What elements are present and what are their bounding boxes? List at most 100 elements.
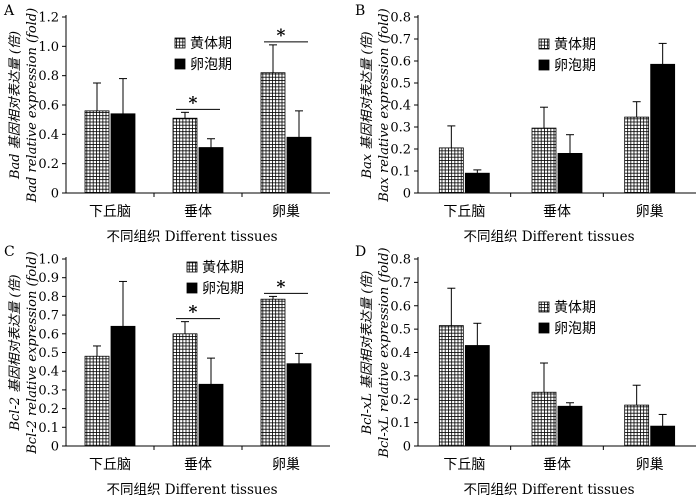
y-tick-label: 0 [403, 440, 411, 455]
y-tick-label: 0.2 [390, 393, 411, 408]
y-tick-label: 0.8 [38, 290, 59, 305]
bar-follicular-3 [286, 363, 312, 447]
x-tick-label: 下丘脑 [443, 204, 485, 220]
y-tick-label: 0.5 [390, 323, 411, 338]
bar-luteal-1 [438, 147, 464, 194]
x-tick-label: 垂体 [543, 457, 571, 473]
panel-c: C 0 0.1 0.2 0.3 0.4 0.5 0.6 0.7 0.8 0.9 1.0 下丘脑 垂体 卵巢不… [4, 244, 330, 495]
legend-label-luteal: 黄体期 [554, 299, 596, 316]
y-tick-label: 0.4 [390, 99, 411, 114]
y-tick-label: 0.2 [390, 143, 411, 158]
legend-swatch-follicular [538, 322, 550, 334]
legend-swatch-luteal [538, 301, 550, 313]
x-axis-title: 不同组织 Different tissues [463, 482, 634, 495]
y-axis-title-cn: Bad 基因相对表达量 (倍) [7, 31, 23, 180]
bar-follicular-2 [198, 383, 224, 447]
y-tick-label: 1.2 [38, 11, 59, 26]
x-tick-label: 卵巢 [272, 457, 300, 473]
y-tick-label: 0.9 [38, 271, 59, 286]
y-tick-label: 0.3 [390, 369, 411, 384]
x-tick-label: 卵巢 [272, 204, 300, 220]
x-tick-label: 下丘脑 [89, 204, 131, 220]
bar-luteal-1 [84, 110, 110, 194]
y-tick-label: 1.0 [38, 253, 59, 268]
significance-marker: * [277, 26, 286, 46]
bar-luteal-2 [172, 333, 198, 447]
bar-luteal-3 [260, 72, 286, 194]
legend-swatch-luteal [538, 38, 550, 50]
panel-label: D [355, 244, 366, 260]
legend-label-follicular: 卵泡期 [554, 58, 596, 74]
bar-follicular-2 [198, 147, 224, 194]
bar-luteal-1 [438, 325, 464, 447]
y-tick-label: 0.6 [38, 99, 59, 114]
bar-follicular-1 [464, 172, 490, 194]
y-axis-title-en: Bcl-2 relative expression (fold) [25, 251, 40, 455]
y-axis-title-cn: Bax 基因相对表达量 (倍) [359, 31, 375, 179]
significance-marker: * [189, 303, 198, 323]
x-tick-label: 下丘脑 [89, 457, 131, 473]
legend-swatch-follicular [538, 59, 550, 71]
legend-label-luteal: 黄体期 [202, 259, 244, 276]
bar-follicular-3 [650, 425, 676, 447]
y-axis-title-cn: Bcl-xL 基因相对表达量 (倍) [359, 271, 375, 436]
panel-label: C [4, 244, 15, 260]
y-tick-label: 0 [403, 187, 411, 202]
legend-swatch-follicular [174, 58, 186, 70]
y-tick-label: 0 [51, 440, 59, 455]
bar-luteal-2 [531, 391, 557, 447]
bar-follicular-1 [110, 325, 136, 447]
x-axis-title: 不同组织 Different tissues [106, 229, 277, 245]
y-tick-label: 0.7 [38, 309, 59, 324]
y-tick-label: 0.8 [38, 69, 59, 84]
y-tick-label: 0.6 [390, 55, 411, 70]
x-tick-label: 垂体 [543, 204, 571, 220]
panel-label: B [355, 3, 365, 19]
y-tick-label: 0.6 [38, 327, 59, 342]
legend-swatch-follicular [186, 282, 198, 294]
bar-luteal-2 [531, 127, 557, 194]
y-tick-label: 0.1 [390, 165, 411, 180]
x-tick-label: 卵巢 [636, 204, 664, 220]
y-tick-label: 0.6 [390, 299, 411, 314]
y-tick-label: 0.5 [390, 77, 411, 92]
y-axis-title-cn: Bcl-2 基因相对表达量 (倍) [7, 274, 23, 431]
significance-marker: * [189, 93, 198, 113]
y-tick-label: 0.2 [38, 157, 59, 172]
bar-luteal-3 [624, 404, 650, 447]
y-tick-label: 0.4 [38, 365, 59, 380]
y-tick-label: 0.2 [38, 402, 59, 417]
significance-marker: * [277, 277, 286, 297]
y-tick-label: 0.8 [390, 11, 411, 26]
y-axis-title-en: Bcl-xL relative expression (fold) [377, 247, 392, 458]
legend-label-luteal: 黄体期 [554, 36, 596, 53]
bar-luteal-3 [260, 298, 286, 447]
x-axis-title: 不同组织 Different tissues [463, 229, 634, 245]
bar-follicular-1 [110, 113, 136, 194]
y-tick-label: 0.5 [38, 346, 59, 361]
legend-label-follicular: 卵泡期 [554, 321, 596, 337]
legend-label-follicular: 卵泡期 [190, 57, 232, 73]
y-tick-label: 0 [51, 187, 59, 202]
x-tick-label: 垂体 [184, 204, 212, 220]
bar-follicular-1 [464, 345, 490, 447]
y-tick-label: 0.4 [390, 346, 411, 361]
legend-swatch-luteal [186, 261, 198, 273]
bar-follicular-3 [650, 63, 676, 194]
y-tick-label: 1.0 [38, 40, 59, 55]
legend-label-follicular: 卵泡期 [202, 281, 244, 297]
bar-follicular-3 [286, 136, 312, 194]
legend-label-luteal: 黄体期 [190, 35, 232, 52]
bar-luteal-1 [84, 355, 110, 447]
y-tick-label: 0.4 [38, 128, 59, 143]
x-tick-label: 垂体 [184, 457, 212, 473]
